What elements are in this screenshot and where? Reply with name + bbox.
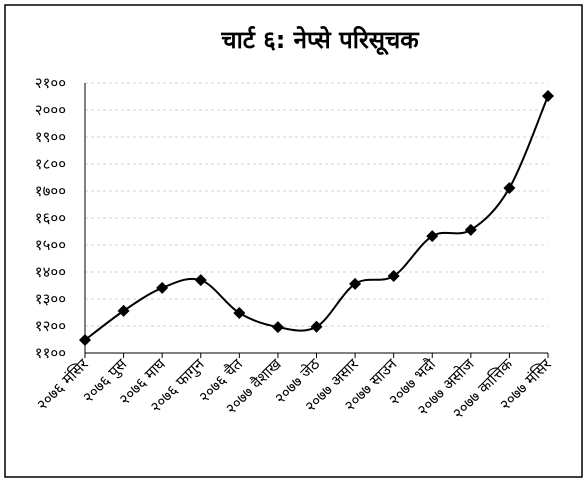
- marker: [503, 182, 516, 195]
- y-tick-label: २१००: [35, 74, 66, 92]
- line: [84, 95, 549, 341]
- marker: [426, 230, 439, 243]
- marker: [464, 223, 477, 236]
- frame: [4, 4, 583, 478]
- y-tick-label: १८००: [35, 155, 66, 173]
- marker: [349, 277, 362, 290]
- marker: [233, 307, 246, 320]
- marker: [194, 274, 207, 287]
- marker: [79, 334, 91, 347]
- chart-title: चार्ट ६: नेप्से परिसूचक: [220, 26, 420, 56]
- marker: [542, 89, 554, 102]
- y-tick-label: १३००: [35, 290, 66, 308]
- marker: [117, 304, 130, 317]
- y-tick-label: १९००: [35, 128, 66, 146]
- y-tick-label: ११००: [35, 344, 66, 362]
- y-tick-label: १७००: [35, 182, 66, 200]
- y-tick-label: १५००: [35, 236, 66, 254]
- y-tick-label: १६००: [35, 209, 66, 227]
- marker: [387, 270, 400, 283]
- x-tick-label: २०७६ मंसिर: [33, 354, 92, 413]
- y-tick-label: २०००: [35, 101, 66, 119]
- y-tick-label: १४००: [35, 263, 66, 281]
- marker: [310, 320, 323, 333]
- marker: [271, 321, 284, 334]
- marker: [156, 281, 169, 294]
- y-tick-label: १२००: [35, 317, 66, 335]
